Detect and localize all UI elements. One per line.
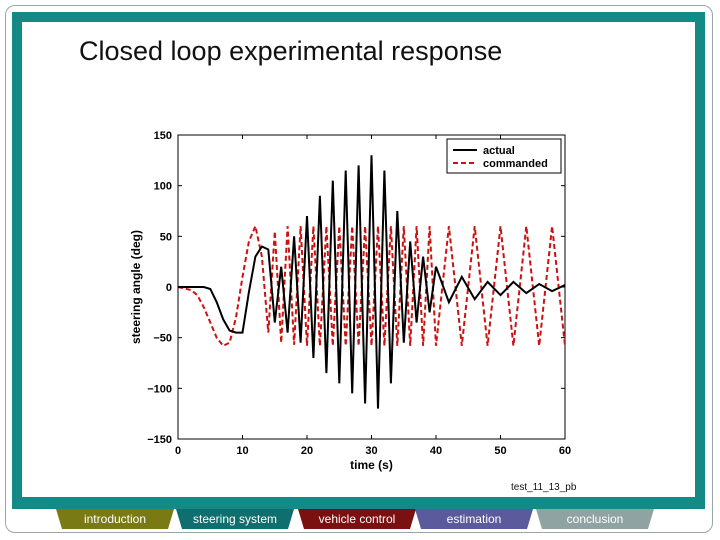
figure-caption: test_11_13_pb bbox=[511, 482, 577, 493]
nav-tab-estimation[interactable]: estimation bbox=[415, 509, 533, 529]
y-axis-label: steering angle (deg) bbox=[129, 230, 143, 344]
x-tick-label: 0 bbox=[175, 445, 181, 457]
y-tick-label: 100 bbox=[154, 181, 172, 193]
nav-tab-introduction[interactable]: introduction bbox=[56, 509, 174, 529]
nav-tab-steering-system[interactable]: steering system bbox=[176, 509, 294, 529]
nav-tab-background bbox=[298, 509, 416, 529]
nav-tab-background bbox=[176, 509, 294, 529]
x-tick-label: 60 bbox=[559, 445, 571, 457]
nav-tab-label: conclusion bbox=[566, 512, 624, 526]
nav-tab-label: steering system bbox=[192, 512, 278, 526]
nav-tab-label: introduction bbox=[83, 512, 147, 526]
y-tick-label: −50 bbox=[153, 333, 172, 345]
steering-angle-chart: 0 10 20 30 40 50 60 150 100 50 0 −50 −100 −150 time (s… bbox=[129, 130, 571, 472]
y-tick-label: 50 bbox=[160, 231, 172, 243]
y-tick-label: −150 bbox=[147, 434, 172, 446]
section-navigation-bar: introduction steering system vehicle con… bbox=[12, 509, 705, 529]
nav-tab-conclusion[interactable]: conclusion bbox=[536, 509, 654, 529]
nav-tab-label: estimation bbox=[446, 512, 502, 526]
series-line-actual bbox=[178, 155, 565, 409]
y-tick-label: 0 bbox=[166, 282, 172, 294]
x-tick-label: 10 bbox=[236, 445, 248, 457]
nav-tab-label: vehicle control bbox=[318, 512, 396, 526]
slide-title: Closed loop experimental response bbox=[79, 36, 503, 66]
nav-tab-background bbox=[56, 509, 174, 529]
legend-box bbox=[446, 138, 562, 174]
nav-tab-background bbox=[415, 509, 533, 529]
x-tick-label: 30 bbox=[365, 445, 377, 457]
x-tick-label: 40 bbox=[430, 445, 442, 457]
x-tick-label: 50 bbox=[494, 445, 506, 457]
x-axis-label: time (s) bbox=[350, 458, 393, 472]
nav-tab-background bbox=[536, 509, 654, 529]
y-tick-label: 150 bbox=[154, 130, 172, 142]
y-tick-label: −100 bbox=[147, 383, 172, 395]
x-tick-label: 20 bbox=[301, 445, 313, 457]
legend-label-actual: actual bbox=[483, 145, 515, 157]
legend-label-commanded: commanded bbox=[483, 158, 548, 170]
nav-tab-vehicle-control[interactable]: vehicle control bbox=[298, 509, 416, 529]
